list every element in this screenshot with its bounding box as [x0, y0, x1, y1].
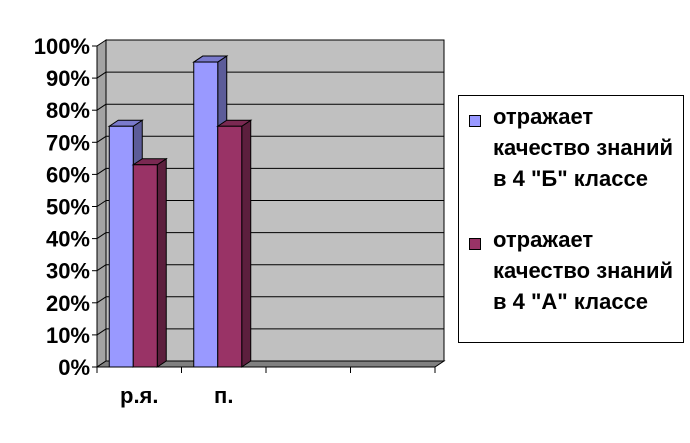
bar [132, 164, 158, 368]
x-category-label: п. [214, 383, 233, 408]
legend-label-series-a: отражает качество знаний в 4 "А" классе [493, 227, 674, 314]
y-tick-label: 40% [46, 227, 90, 252]
legend-swatch-series-b [469, 115, 481, 127]
y-tick-label: 0% [58, 355, 90, 380]
gridline-depth [96, 264, 107, 272]
bar [108, 125, 134, 368]
y-tick-label: 10% [46, 323, 90, 348]
x-category-label: р.я. [120, 383, 159, 408]
y-tick-label: 100% [34, 34, 90, 59]
gridline-depth [96, 200, 107, 207]
bar-side [156, 157, 167, 368]
legend-label-series-b: отражает качество знаний в 4 "Б" классе [493, 104, 674, 191]
y-tick-label: 70% [46, 130, 90, 155]
gridline-depth [96, 71, 107, 79]
y-tick-label: 60% [46, 162, 90, 187]
gridline-depth [96, 167, 107, 175]
chart-legend: отражает качество знаний в 4 "Б" классе … [458, 95, 684, 343]
y-tick-label: 50% [46, 195, 90, 220]
y-tick-label: 80% [46, 98, 90, 123]
legend-swatch-series-a [469, 238, 481, 250]
gridline-depth [96, 328, 107, 336]
bar-side [241, 119, 252, 368]
bar [217, 125, 243, 368]
gridline-depth [96, 296, 107, 304]
y-tick-label: 30% [46, 259, 90, 284]
gridline-depth [96, 103, 107, 111]
y-tick-label: 20% [46, 291, 90, 316]
gridline-depth [96, 135, 107, 143]
gridline-depth [96, 232, 107, 240]
y-tick-label: 90% [46, 66, 90, 91]
bar [193, 61, 219, 368]
